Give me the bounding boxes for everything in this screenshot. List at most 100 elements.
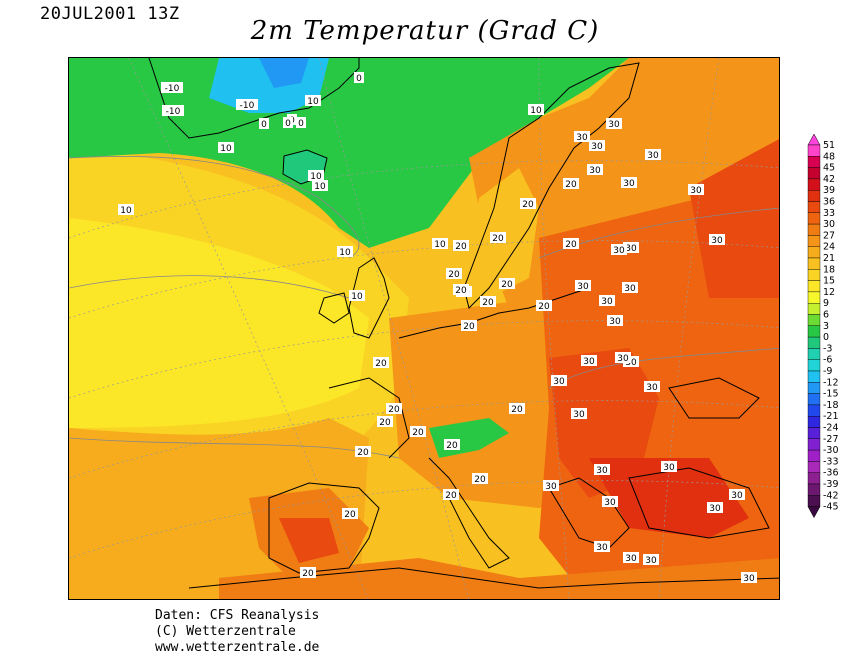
contour-label: 30	[553, 377, 565, 387]
contour-label: 30	[583, 357, 595, 367]
contour-label: 20	[379, 418, 391, 428]
contour-label-box	[623, 552, 639, 563]
contour-label: 20	[375, 359, 387, 369]
contour-label-box	[571, 408, 587, 419]
contour-label: 30	[591, 142, 603, 152]
contour-label-box	[644, 381, 660, 392]
contour-label-box	[355, 446, 371, 457]
contour-label: 30	[577, 282, 589, 292]
legend-swatch	[807, 427, 821, 440]
contour-label: 10	[120, 206, 132, 216]
contour-label: 0	[356, 74, 362, 84]
legend-swatch	[807, 382, 821, 394]
contour-label: 10	[307, 97, 319, 107]
footer-website[interactable]: www.wetterzentrale.de	[155, 640, 320, 655]
contour-label-box	[337, 246, 353, 257]
legend-swatch	[807, 325, 821, 338]
contour-label: 20	[463, 322, 475, 332]
contour-label: 20	[344, 510, 356, 520]
contour-label-box	[453, 240, 469, 251]
contour-label: 30	[625, 554, 637, 564]
contour-label: 30	[709, 504, 721, 514]
contour-label-box	[611, 244, 627, 255]
contour-label-box	[587, 164, 603, 175]
footer-data-source: Daten: CFS Reanalysis	[155, 608, 320, 623]
contour-label: 30	[663, 463, 675, 473]
legend-swatch	[807, 201, 821, 214]
contour-label-box	[480, 296, 496, 307]
legend-swatch	[807, 144, 821, 157]
contour-label-box	[594, 541, 610, 552]
contour-label: 20	[455, 286, 467, 296]
contour-label: 10	[314, 182, 326, 192]
contour-label: 30	[609, 317, 621, 327]
color-legend: 51 48 45 42 39 36 33 30 27 24 21 18 15 12 9 6 3 0 -3 -6 -9 -1…	[806, 133, 850, 528]
contour-label-box	[602, 496, 618, 507]
contour-label: 10	[310, 172, 322, 182]
contour-label: 0	[285, 119, 291, 129]
contour-label: 30	[625, 358, 637, 368]
contour-label: 20	[388, 405, 400, 415]
turkey-coast	[628, 467, 770, 539]
contour-label: 30	[617, 354, 629, 364]
contour-label-box	[563, 178, 579, 189]
contour-label-box	[536, 300, 552, 311]
contour-label-box	[645, 149, 661, 160]
contour-label-box	[118, 204, 134, 215]
legend-swatch	[807, 404, 821, 417]
legend-swatch	[807, 393, 821, 406]
legend-label: 3	[823, 321, 829, 332]
legend-bottom-cap	[807, 506, 821, 519]
legend-label: -12	[823, 377, 839, 388]
contour-label: 30	[743, 574, 755, 584]
contour-label-box	[606, 118, 622, 129]
legend-label: 0	[823, 332, 829, 343]
contour-label: 20	[302, 569, 314, 579]
contour-label: 30	[711, 236, 723, 246]
contour-label-box	[563, 238, 579, 249]
contour-label-box	[162, 105, 184, 116]
contour-label-box	[509, 403, 525, 414]
contour-label-box	[218, 142, 234, 153]
contour-label-box	[490, 232, 506, 243]
legend-label: -27	[823, 434, 839, 445]
legend-swatch	[807, 348, 821, 360]
legend-swatch	[807, 257, 821, 270]
contour-label-box	[296, 117, 306, 128]
contour-label-box	[688, 184, 704, 195]
graticule	[69, 58, 779, 599]
contour-label-box	[575, 280, 591, 291]
legend-swatch	[807, 156, 821, 168]
legend-swatch	[807, 336, 821, 349]
contour-label-box	[622, 282, 638, 293]
legend-label: -18	[823, 400, 839, 411]
contour-label-box	[528, 104, 544, 115]
contour-label-box	[377, 416, 393, 427]
contour-label-box	[551, 375, 567, 386]
scandinavia-coast	[463, 62, 640, 309]
legend-label: 15	[823, 276, 835, 287]
legend-swatch	[807, 223, 821, 236]
contour-label: 30	[604, 498, 616, 508]
contour-label: 20	[511, 405, 523, 415]
contour-label-box	[386, 403, 402, 414]
contour-label: 30	[645, 556, 657, 566]
russia-hot-zone	[689, 139, 779, 298]
temperature-map: -10-10-101000000101010101010101010202020…	[68, 57, 780, 600]
contour-label: 20	[445, 491, 457, 501]
contour-label-box	[741, 572, 757, 583]
contour-label: 30	[690, 186, 702, 196]
contour-label-box	[342, 508, 358, 519]
legend-swatch	[807, 269, 821, 281]
contour-label: 20	[446, 441, 458, 451]
contour-label: 20	[482, 298, 494, 308]
contour-label: 30	[589, 166, 601, 176]
contour-label-box	[581, 355, 597, 366]
contour-label: 30	[613, 246, 625, 256]
contour-label: -10	[166, 107, 181, 117]
contour-label-box	[446, 268, 462, 279]
contour-label-box	[300, 567, 316, 578]
legend-swatch	[807, 302, 821, 315]
legend-swatch	[807, 472, 821, 485]
legend-swatch	[807, 246, 821, 259]
